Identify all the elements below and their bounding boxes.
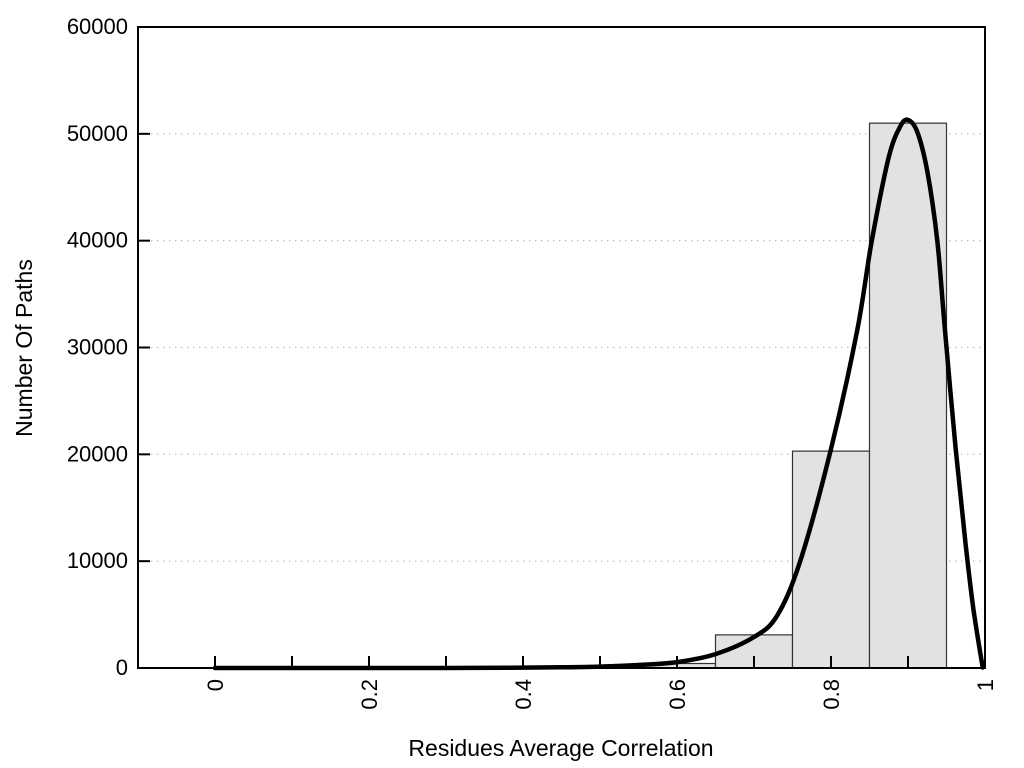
x-tick-label: 0.4: [511, 679, 536, 710]
y-tick-label: 10000: [67, 548, 128, 573]
y-tick-label: 60000: [67, 14, 128, 39]
y-tick-label: 20000: [67, 441, 128, 466]
y-tick-label: 50000: [67, 121, 128, 146]
y-tick-label: 0: [116, 655, 128, 680]
x-tick-label: 1: [973, 679, 998, 691]
x-tick-label: 0.6: [665, 679, 690, 710]
x-tick-label: 0: [203, 679, 228, 691]
x-tick-label: 0.2: [357, 679, 382, 710]
y-tick-labels: 0 10000 20000 30000 40000 50000 60000: [67, 14, 128, 680]
histogram-bar: [791, 450, 871, 669]
x-tick-label: 0.8: [819, 679, 844, 710]
axis-ticks: [138, 26, 986, 669]
x-axis-title: Residues Average Correlation: [408, 735, 713, 761]
x-tick-labels: 0 0.2 0.4 0.6 0.8 1: [203, 679, 998, 710]
y-tick-label: 30000: [67, 335, 128, 360]
y-axis-title: Number Of Paths: [11, 259, 37, 437]
y-tick-label: 40000: [67, 228, 128, 253]
